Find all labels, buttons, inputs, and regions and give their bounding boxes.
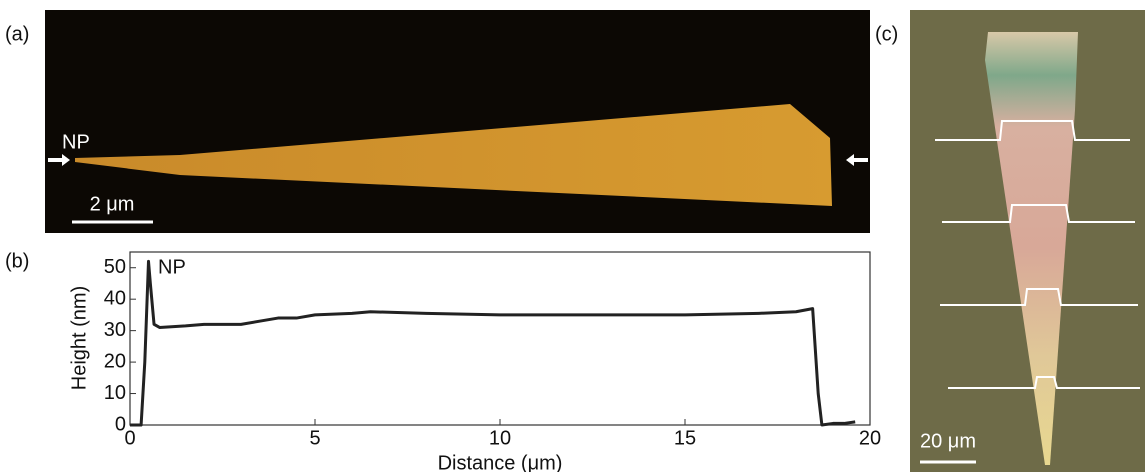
panel-label: (b): [5, 250, 29, 272]
x-tick-label: 15: [674, 427, 696, 449]
scale-label: 20 μm: [920, 430, 976, 452]
x-tick-label: 10: [489, 427, 511, 449]
annotation: NP: [158, 256, 186, 278]
y-axis-label: Height (nm): [68, 286, 90, 390]
y-tick-label: 50: [104, 256, 126, 278]
scale-label: 2 μm: [90, 193, 135, 215]
x-tick-label: 5: [309, 427, 320, 449]
x-axis-label: Distance (μm): [438, 452, 563, 472]
y-tick-label: 20: [104, 350, 126, 372]
plot-frame: [130, 252, 870, 425]
profile-line: [130, 261, 855, 425]
y-tick-label: 40: [104, 287, 126, 309]
annotation: NP: [62, 131, 90, 153]
figure: NP 2 μm (a) 20 μm (c) (b) NP Distance (μ…: [0, 0, 1145, 472]
x-tick-label: 0: [124, 427, 135, 449]
panel-label: (a): [5, 23, 29, 45]
panel-label: (c): [875, 23, 898, 45]
y-tick-label: 0: [115, 413, 126, 435]
x-tick-label: 20: [859, 427, 881, 449]
y-tick-label: 10: [104, 382, 126, 404]
y-tick-label: 30: [104, 319, 126, 341]
